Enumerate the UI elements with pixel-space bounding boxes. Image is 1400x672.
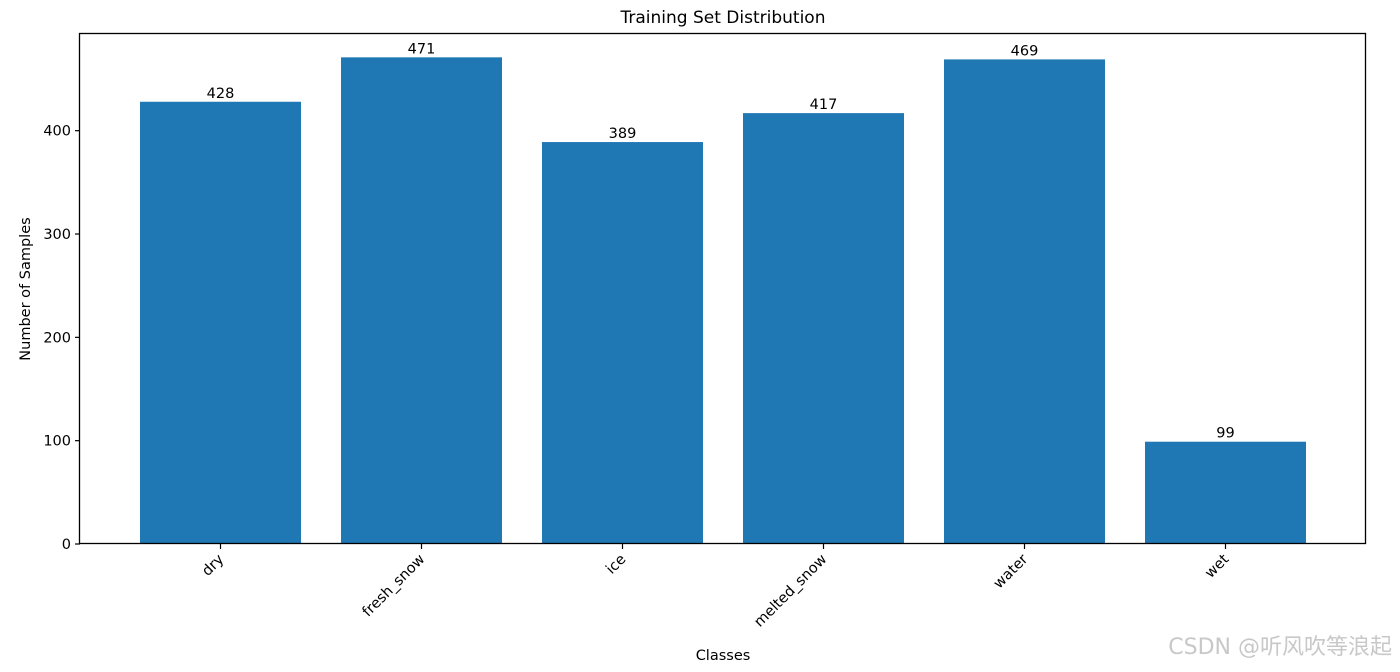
bar-value-label: 417 (810, 97, 838, 113)
bar-dry (140, 101, 301, 544)
bar-melted-snow (743, 113, 904, 544)
x-tick-label: water (991, 551, 1032, 592)
bar-wet (1145, 441, 1306, 544)
y-tick-label: 300 (43, 227, 71, 243)
x-tick-label: melted_snow (751, 551, 830, 630)
chart-title: Training Set Distribution (620, 8, 826, 28)
bar-water (944, 59, 1105, 545)
bar-value-label: 99 (1216, 426, 1234, 442)
x-tick-label: fresh_snow (360, 551, 429, 620)
y-tick-label: 200 (43, 330, 71, 346)
x-tick-label: wet (1202, 551, 1232, 581)
bars (140, 57, 1306, 545)
x-tick-label: ice (603, 551, 629, 577)
y-axis-ticks: 0 100 200 300 400 (43, 124, 80, 553)
watermark-text: CSDN @听风吹等浪起 (1168, 635, 1392, 660)
bar-fresh-snow (341, 57, 502, 544)
x-tick-label: dry (199, 551, 227, 579)
bar-value-label: 471 (408, 41, 436, 57)
bar-value-label: 469 (1011, 43, 1039, 59)
bar-value-label: 428 (207, 86, 235, 102)
x-axis-label: Classes (696, 648, 751, 664)
bar-ice (542, 142, 703, 544)
y-tick-label: 400 (43, 124, 71, 140)
y-axis-label: Number of Samples (18, 217, 34, 360)
bar-value-labels: 428 471 389 417 469 99 (207, 41, 1235, 441)
axes-frame (78, 32, 1367, 545)
bar-value-label: 389 (609, 126, 637, 142)
y-tick-label: 0 (62, 537, 71, 553)
x-axis-ticks: dry fresh_snow ice melted_snow water wet (199, 544, 1233, 630)
y-tick-label: 100 (43, 434, 71, 450)
